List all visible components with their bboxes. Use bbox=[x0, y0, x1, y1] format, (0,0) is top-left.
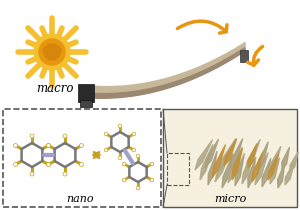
Polygon shape bbox=[228, 148, 242, 183]
Circle shape bbox=[49, 52, 56, 59]
Circle shape bbox=[80, 143, 83, 147]
Circle shape bbox=[150, 162, 154, 166]
Polygon shape bbox=[270, 158, 280, 184]
Circle shape bbox=[14, 163, 17, 167]
Polygon shape bbox=[205, 139, 218, 168]
Polygon shape bbox=[258, 142, 268, 170]
Circle shape bbox=[104, 148, 108, 152]
Circle shape bbox=[43, 46, 51, 54]
Circle shape bbox=[118, 156, 122, 160]
Polygon shape bbox=[222, 154, 233, 188]
Circle shape bbox=[46, 143, 50, 147]
Circle shape bbox=[46, 163, 50, 167]
Circle shape bbox=[14, 143, 17, 147]
Polygon shape bbox=[285, 162, 294, 185]
FancyBboxPatch shape bbox=[80, 100, 92, 107]
Polygon shape bbox=[230, 138, 243, 170]
Polygon shape bbox=[242, 150, 254, 184]
Circle shape bbox=[136, 154, 140, 158]
Polygon shape bbox=[282, 147, 290, 170]
Circle shape bbox=[63, 172, 67, 176]
Polygon shape bbox=[200, 144, 213, 180]
Circle shape bbox=[46, 143, 50, 147]
FancyBboxPatch shape bbox=[78, 84, 94, 102]
Circle shape bbox=[150, 178, 154, 182]
Circle shape bbox=[80, 163, 83, 167]
Polygon shape bbox=[278, 163, 285, 188]
Polygon shape bbox=[195, 140, 212, 170]
Polygon shape bbox=[252, 152, 263, 182]
Polygon shape bbox=[255, 152, 268, 185]
Text: nano: nano bbox=[66, 194, 94, 204]
Circle shape bbox=[30, 172, 34, 176]
FancyBboxPatch shape bbox=[163, 109, 297, 207]
FancyBboxPatch shape bbox=[240, 50, 248, 62]
Circle shape bbox=[46, 163, 50, 167]
Circle shape bbox=[51, 46, 61, 56]
Polygon shape bbox=[90, 48, 245, 98]
Circle shape bbox=[104, 132, 108, 136]
Circle shape bbox=[34, 34, 70, 70]
Polygon shape bbox=[235, 153, 244, 186]
Polygon shape bbox=[215, 146, 232, 182]
Polygon shape bbox=[232, 148, 242, 180]
Circle shape bbox=[132, 148, 136, 152]
Circle shape bbox=[122, 178, 126, 182]
Polygon shape bbox=[262, 158, 271, 187]
Polygon shape bbox=[212, 145, 226, 178]
Circle shape bbox=[39, 39, 65, 65]
Circle shape bbox=[30, 134, 34, 138]
Polygon shape bbox=[224, 139, 237, 166]
Circle shape bbox=[44, 44, 60, 60]
Circle shape bbox=[122, 162, 126, 166]
Text: micro: micro bbox=[214, 194, 246, 204]
Circle shape bbox=[63, 134, 67, 138]
Polygon shape bbox=[90, 43, 245, 94]
Polygon shape bbox=[290, 152, 298, 172]
Text: macro: macro bbox=[37, 81, 74, 94]
Circle shape bbox=[136, 186, 140, 190]
Polygon shape bbox=[268, 154, 278, 180]
Polygon shape bbox=[218, 138, 236, 172]
Polygon shape bbox=[270, 146, 281, 172]
Circle shape bbox=[118, 124, 122, 128]
Circle shape bbox=[132, 132, 136, 136]
Polygon shape bbox=[208, 151, 217, 185]
Polygon shape bbox=[248, 157, 256, 188]
Polygon shape bbox=[245, 139, 260, 172]
Polygon shape bbox=[248, 144, 257, 168]
FancyBboxPatch shape bbox=[3, 109, 161, 207]
